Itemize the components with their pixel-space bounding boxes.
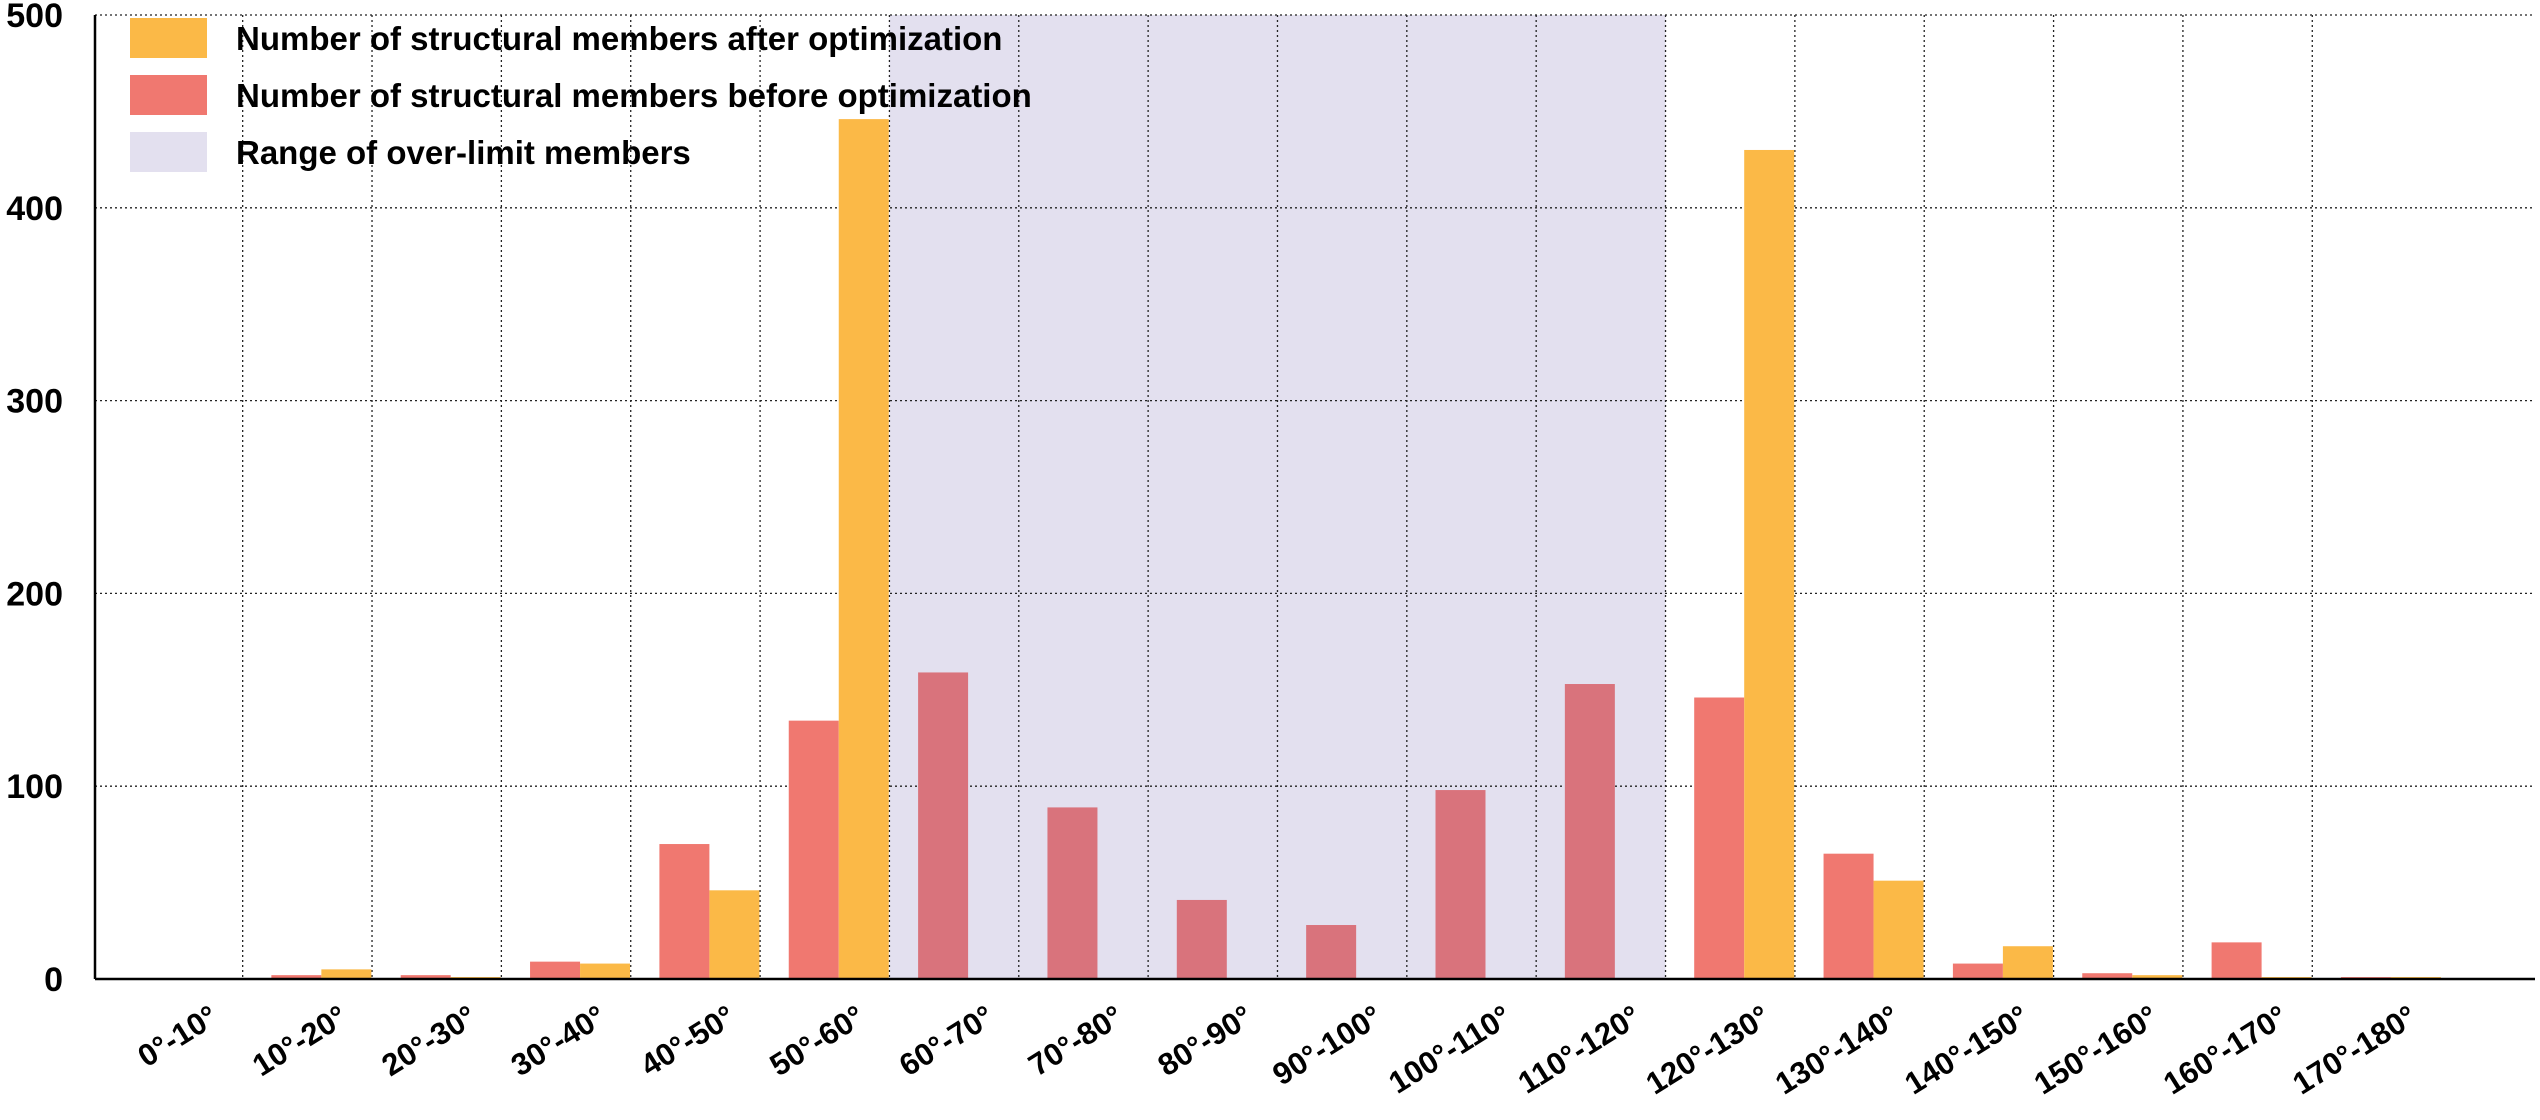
bar-before-optimization bbox=[1694, 697, 1745, 979]
y-tick-label: 200 bbox=[6, 575, 63, 613]
bar-before-optimization bbox=[2082, 973, 2133, 979]
x-tick-label: 110°-120° bbox=[1512, 998, 1647, 1100]
legend-swatch bbox=[130, 18, 207, 58]
legend-label: Number of structural members before opti… bbox=[236, 77, 1032, 114]
bar-before-optimization bbox=[1564, 684, 1615, 979]
x-tick-label: 10°-20° bbox=[246, 998, 353, 1083]
x-tick-label: 150°-160° bbox=[2028, 998, 2164, 1101]
bar-after-optimization bbox=[709, 890, 760, 979]
bar-before-optimization bbox=[1823, 853, 1874, 979]
bar-after-optimization bbox=[580, 963, 631, 979]
legend-label: Number of structural members after optim… bbox=[236, 20, 1002, 57]
y-tick-label: 100 bbox=[6, 768, 63, 806]
bar-before-optimization bbox=[271, 975, 322, 979]
x-tick-label: 40°-50° bbox=[634, 998, 741, 1083]
bar-after-optimization bbox=[2132, 975, 2183, 979]
bar-before-optimization bbox=[530, 961, 581, 979]
bar-before-optimization bbox=[1176, 899, 1227, 979]
y-tick-label: 500 bbox=[6, 0, 63, 35]
x-tick-label: 100°-110° bbox=[1383, 998, 1518, 1100]
x-tick-label: 130°-140° bbox=[1769, 998, 1905, 1101]
x-tick-label: 160°-170° bbox=[2157, 998, 2293, 1101]
bar-after-optimization bbox=[1744, 149, 1795, 979]
bar-after-optimization bbox=[321, 969, 372, 979]
bar-after-optimization bbox=[838, 119, 889, 979]
legend: Number of structural members after optim… bbox=[130, 18, 1032, 172]
x-tick-label: 60°-70° bbox=[893, 998, 1000, 1083]
bar-before-optimization bbox=[1435, 790, 1486, 979]
bar-before-optimization bbox=[659, 844, 710, 979]
bar-before-optimization bbox=[1047, 807, 1098, 979]
x-tick-label: 80°-90° bbox=[1152, 998, 1259, 1083]
legend-swatch bbox=[130, 75, 207, 115]
bar-before-optimization bbox=[400, 975, 451, 979]
gridlines bbox=[95, 14, 2535, 979]
bar-before-optimization bbox=[918, 672, 969, 979]
x-tick-label: 90°-100° bbox=[1266, 998, 1387, 1092]
x-tick-label: 30°-40° bbox=[505, 998, 612, 1083]
x-tick-label: 70°-80° bbox=[1022, 998, 1129, 1083]
x-tick-label: 120°-130° bbox=[1640, 998, 1776, 1101]
bar-before-optimization bbox=[2211, 942, 2262, 979]
x-tick-label: 0°-10° bbox=[132, 998, 224, 1074]
bar-before-optimization bbox=[1952, 963, 2003, 979]
bar-before-optimization bbox=[1306, 925, 1357, 979]
x-tick-label: 50°-60° bbox=[764, 998, 871, 1083]
x-tick-labels: 0°-10° 10°-20° 20°-30° 30°-40° 40°-50° 50°-60… bbox=[132, 998, 2423, 1101]
x-tick-label: 20°-30° bbox=[376, 998, 483, 1083]
bar-after-optimization bbox=[1873, 880, 1924, 979]
x-tick-label: 140°-150° bbox=[1899, 998, 2035, 1101]
bar-before-optimization bbox=[788, 720, 839, 979]
y-tick-label: 300 bbox=[6, 383, 63, 421]
y-tick-label: 0 bbox=[44, 961, 63, 999]
y-tick-labels: 0 100 200 300 400 500 bbox=[6, 0, 63, 999]
bars bbox=[271, 119, 2441, 979]
bar-after-optimization bbox=[2002, 946, 2053, 979]
y-tick-label: 400 bbox=[6, 190, 63, 228]
legend-swatch bbox=[130, 132, 207, 172]
legend-label: Range of over-limit members bbox=[236, 134, 691, 171]
x-tick-label: 170°-180° bbox=[2287, 998, 2423, 1101]
axes bbox=[93, 15, 2535, 981]
